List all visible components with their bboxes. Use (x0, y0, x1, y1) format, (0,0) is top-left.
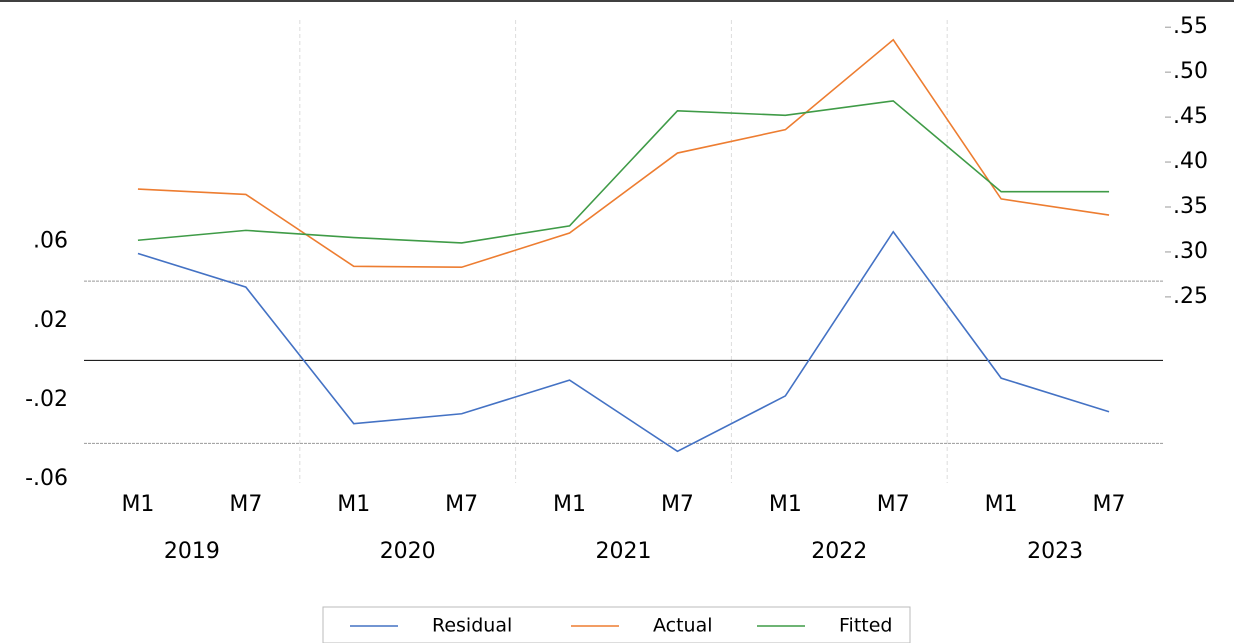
x-tick-label: M7 (445, 492, 478, 517)
y-tick-label: -.02 (25, 387, 68, 412)
x-tick-label: M7 (229, 492, 262, 517)
y2-tick-label: .40 (1173, 149, 1208, 174)
y-tick-label: -.06 (25, 466, 68, 491)
x-tick-label: M1 (337, 492, 370, 517)
x-group-label: 2019 (164, 539, 220, 564)
y2-tick-label: .30 (1173, 239, 1208, 264)
x-group-label: 2022 (811, 539, 867, 564)
y-tick-label: .06 (33, 229, 68, 254)
x-tick-label: M7 (661, 492, 694, 517)
legend-box (322, 606, 911, 643)
legend-label: Residual (432, 615, 512, 637)
x-tick-label: M7 (877, 492, 910, 517)
y2-tick-label: .55 (1173, 14, 1208, 39)
x-tick-label: M1 (553, 492, 586, 517)
x-tick-label: M7 (1093, 492, 1126, 517)
x-group-label: 2023 (1027, 539, 1083, 564)
y2-tick-label: .35 (1173, 194, 1208, 219)
x-tick-label: M1 (121, 492, 154, 517)
series-line (137, 100, 1110, 244)
y-tick-label: .02 (33, 308, 68, 333)
x-group-label: 2020 (380, 539, 436, 564)
x-tick-label: M1 (769, 492, 802, 517)
y2-tick-label: .50 (1173, 59, 1208, 84)
legend-label: Actual (653, 615, 713, 637)
series-line (137, 230, 1110, 453)
y2-tick-label: .25 (1173, 284, 1208, 309)
x-tick-label: M1 (985, 492, 1018, 517)
series-line (137, 38, 1110, 269)
y2-tick-label: .45 (1173, 104, 1208, 129)
x-group-label: 2021 (596, 539, 652, 564)
legend-label: Fitted (839, 615, 892, 637)
